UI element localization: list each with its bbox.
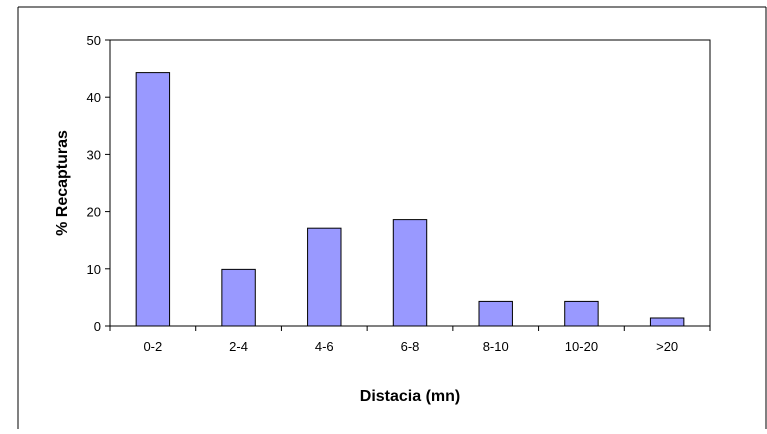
x-tick-label: 0-2 — [143, 339, 162, 354]
x-tick-label: 10-20 — [565, 339, 598, 354]
y-tick-label: 50 — [87, 33, 101, 48]
y-tick-label: 20 — [87, 205, 101, 220]
y-tick-label: 30 — [87, 147, 101, 162]
x-axis-title: Distacia (mn) — [360, 388, 460, 405]
y-axis: 0 10 20 30 40 50 — [87, 33, 110, 334]
x-tick-label: 4-6 — [315, 339, 334, 354]
bar-8-10 — [478, 300, 513, 327]
bar-20 — [649, 317, 685, 327]
x-tick-label: 6-8 — [401, 339, 420, 354]
x-tick-label: 8-10 — [483, 339, 509, 354]
x-tick-label: 2-4 — [229, 339, 248, 354]
bar-10-20 — [564, 300, 599, 327]
x-axis: 0-2 2-4 4-6 6-8 8-10 10-20 >20 — [109, 326, 711, 354]
bar-6-8 — [392, 219, 428, 327]
y-tick-label: 0 — [94, 319, 101, 334]
bar-2-4 — [221, 268, 256, 327]
y-tick-label: 40 — [87, 90, 101, 105]
bar-0-2 — [135, 72, 171, 327]
y-tick-label: 10 — [87, 262, 101, 277]
bar-4-6 — [307, 227, 342, 327]
x-tick-label: >20 — [656, 339, 678, 354]
y-axis-title: % Recapturas — [54, 130, 71, 236]
bar-series — [135, 72, 685, 327]
